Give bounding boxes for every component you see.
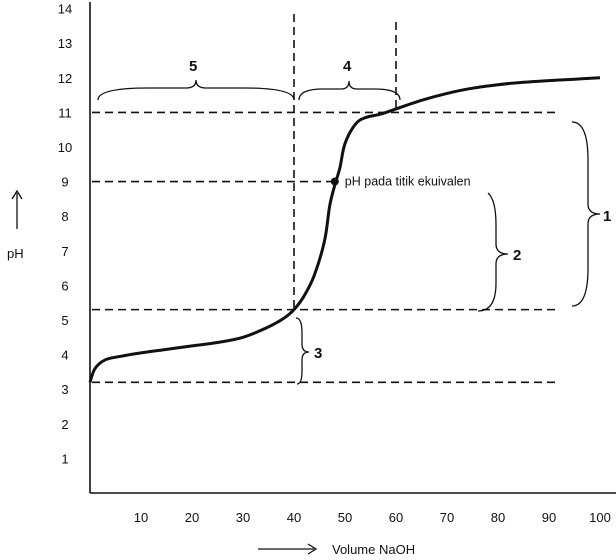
brace-1-label: 1 <box>603 208 611 225</box>
brace-5-label: 5 <box>189 58 197 75</box>
y-axis-title: pH <box>7 246 24 261</box>
brace-2-label: 2 <box>513 247 521 264</box>
y-tick-label: 12 <box>58 71 72 86</box>
y-tick-label: 7 <box>61 244 68 259</box>
brace-4 <box>298 80 401 101</box>
x-tick-label: 20 <box>185 510 199 525</box>
x-tick-labels: 10 20 30 40 50 60 70 80 90 100 <box>134 510 611 525</box>
brace-shapes <box>97 79 601 385</box>
x-tick-label: 50 <box>338 510 352 525</box>
brace-1 <box>571 121 601 307</box>
y-tick-label: 11 <box>58 105 72 120</box>
y-tick-label: 14 <box>58 2 72 17</box>
brace-3-label: 3 <box>314 345 322 362</box>
reference-lines <box>92 14 555 384</box>
y-tick-label: 8 <box>61 209 68 224</box>
x-axis-title: Volume NaOH <box>332 542 415 557</box>
series-line <box>88 76 601 383</box>
y-tick-label: 1 <box>61 451 68 466</box>
y-tick-label: 5 <box>61 313 68 328</box>
y-tick-label: 10 <box>58 140 72 155</box>
y-tick-label: 3 <box>61 382 68 397</box>
brace-4-label: 4 <box>343 58 352 75</box>
y-axis-arrow <box>11 189 23 229</box>
brace-5 <box>97 79 295 101</box>
x-tick-label: 100 <box>589 510 611 525</box>
equivalence-point-marker <box>330 177 339 186</box>
equivalence-point-label: pH pada titik ekuivalen <box>345 175 471 189</box>
x-tick-label: 40 <box>287 510 301 525</box>
x-tick-label: 60 <box>389 510 403 525</box>
x-tick-label: 90 <box>542 510 556 525</box>
y-tick-label: 9 <box>61 175 68 190</box>
x-tick-label: 30 <box>236 510 250 525</box>
x-tick-label: 70 <box>440 510 454 525</box>
x-tick-label: 10 <box>134 510 148 525</box>
brace-2 <box>477 192 509 312</box>
y-tick-label: 2 <box>61 417 68 432</box>
y-tick-label: 13 <box>58 36 72 51</box>
x-axis-arrow <box>258 543 318 555</box>
y-tick-label: 4 <box>61 348 68 363</box>
y-tick-label: 6 <box>61 278 68 293</box>
brace-3 <box>295 317 310 385</box>
x-tick-label: 80 <box>491 510 505 525</box>
